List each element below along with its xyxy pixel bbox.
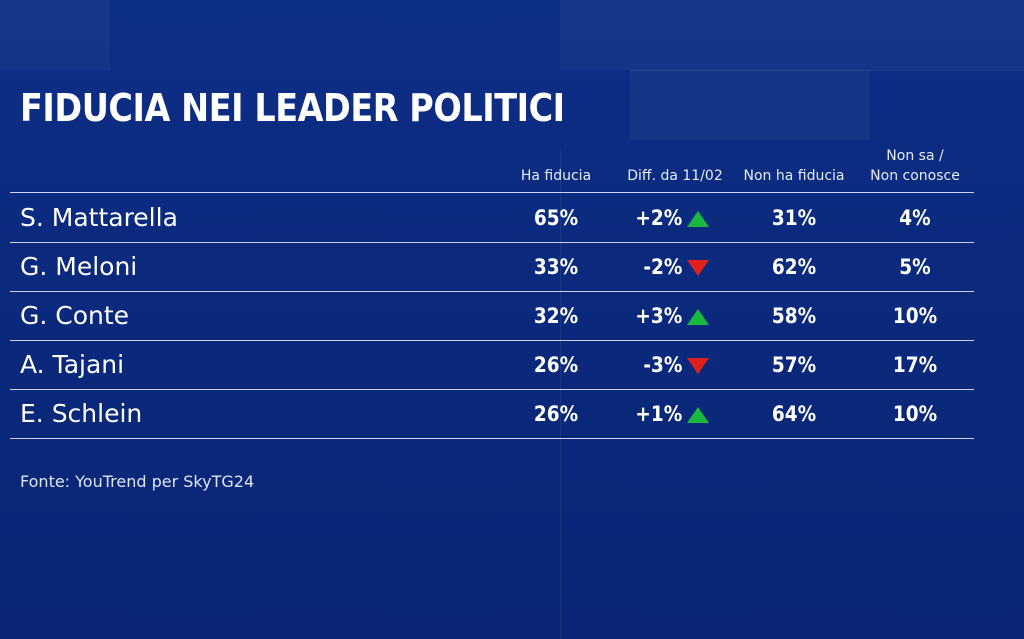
column-header-unknown-line1: Non sa / (886, 148, 944, 164)
table-row: G. Conte 32% +3% 58% 10% (0, 292, 1024, 341)
no-trust-value: 58% (771, 304, 817, 328)
background-panel (630, 0, 870, 140)
unknown-value: 5% (899, 255, 931, 279)
arrow-up-icon (687, 407, 709, 423)
diff-value: -3% (642, 353, 682, 377)
column-header-no-trust: Non ha fiducia (743, 168, 845, 184)
table-row: E. Schlein 26% +1% 64% 10% (0, 390, 1024, 439)
diff-value: +1% (635, 402, 682, 426)
leader-name: E. Schlein (20, 399, 143, 428)
table-row: G. Meloni 33% -2% 62% 5% (0, 243, 1024, 292)
unknown-value: 4% (899, 206, 931, 230)
diff-value: -2% (642, 255, 682, 279)
trust-value: 32% (533, 304, 579, 328)
background-panel (870, 0, 1024, 70)
unknown-value: 10% (892, 304, 938, 328)
background-line (630, 70, 1024, 71)
arrow-down-icon (687, 358, 709, 374)
unknown-value: 17% (892, 353, 938, 377)
chart-title: FIDUCIA NEI LEADER POLITICI (20, 86, 565, 130)
leader-name: G. Meloni (20, 252, 138, 281)
source-note: Fonte: YouTrend per SkyTG24 (20, 472, 255, 491)
diff-value: +2% (635, 206, 682, 230)
diff-value: +3% (635, 304, 682, 328)
table-header-rule (10, 192, 974, 193)
background-panel (560, 0, 630, 70)
trust-value: 26% (533, 402, 579, 426)
row-rule (10, 340, 974, 341)
table-row: S. Mattarella 65% +2% 31% 4% (0, 194, 1024, 243)
arrow-up-icon (687, 309, 709, 325)
arrow-up-icon (687, 211, 709, 227)
no-trust-value: 31% (771, 206, 817, 230)
leader-name: G. Conte (20, 301, 130, 330)
trust-value: 33% (533, 255, 579, 279)
row-rule (10, 389, 974, 390)
column-header-trust: Ha fiducia (520, 168, 592, 184)
trust-value: 26% (533, 353, 579, 377)
row-rule (10, 242, 974, 243)
arrow-down-icon (687, 260, 709, 276)
leader-name: S. Mattarella (20, 203, 178, 232)
unknown-value: 10% (892, 402, 938, 426)
background-panel (0, 0, 110, 70)
trust-value: 65% (533, 206, 579, 230)
no-trust-value: 62% (771, 255, 817, 279)
background-line (560, 150, 561, 639)
table-row: A. Tajani 26% -3% 57% 17% (0, 341, 1024, 390)
row-rule (10, 438, 974, 439)
row-rule (10, 291, 974, 292)
leader-name: A. Tajani (20, 350, 125, 379)
no-trust-value: 64% (771, 402, 817, 426)
no-trust-value: 57% (771, 353, 817, 377)
column-header-diff: Diff. da 11/02 (627, 168, 723, 184)
column-header-unknown-line2: Non conosce (870, 168, 960, 184)
column-header-unknown: Non sa / Non conosce (854, 146, 976, 186)
